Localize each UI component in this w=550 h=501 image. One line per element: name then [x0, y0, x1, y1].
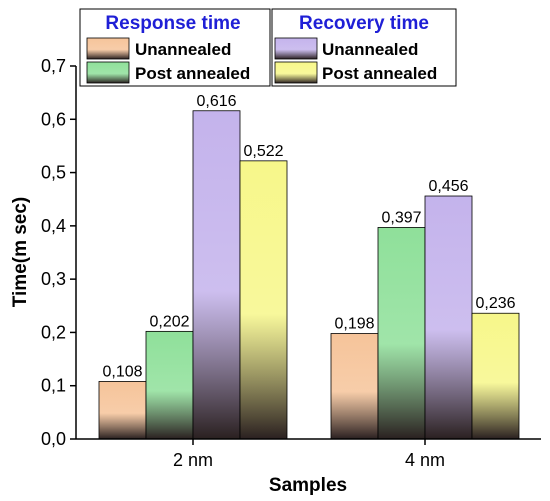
y-tick-label: 0,4: [41, 216, 66, 236]
data-labels: 0,108 0,202 0,616 0,522 0,198 0,397 0,456 0,236: [102, 93, 515, 381]
y-tick-label: 0,3: [41, 269, 66, 289]
y-tick-label: 0,0: [41, 429, 66, 449]
legend-label-unannealed: Unannealed: [135, 40, 231, 59]
axis-frame: [75, 66, 541, 440]
bar-4nm-series-0: [330, 333, 379, 440]
legend-response-time: Response time Unannealed Post annealed: [79, 8, 271, 87]
legend-swatch-unannealed: [274, 37, 318, 60]
legend-swatch-post-annealed: [274, 61, 318, 84]
x-axis-ticks: 2 nm 4 nm: [173, 439, 445, 470]
legend-title: Response time: [105, 13, 240, 34]
legend-label-post-annealed: Post annealed: [322, 64, 437, 83]
y-tick-label: 0,2: [41, 322, 66, 342]
data-label: 0,202: [149, 313, 189, 330]
bar-4nm-series-2: [424, 195, 473, 440]
data-label: 0,198: [334, 315, 374, 332]
bar-2nm-series-1: [145, 330, 194, 440]
legend-swatch-unannealed: [86, 37, 130, 60]
bar-series: [98, 110, 520, 440]
x-tick-label: 2 nm: [173, 450, 213, 470]
bar-4nm-series-3: [471, 312, 520, 440]
data-label: 0,456: [428, 178, 468, 195]
bar-2nm-series-2: [192, 110, 241, 440]
y-axis-title: Time(m sec): [10, 197, 31, 308]
y-tick-label: 0,5: [41, 163, 66, 183]
data-label: 0,397: [381, 209, 421, 226]
x-tick-label: 4 nm: [405, 450, 445, 470]
bar-2nm-series-0: [98, 381, 147, 440]
y-tick-label: 0,7: [41, 56, 66, 76]
legend-swatch-post-annealed: [86, 61, 130, 84]
legend-label-unannealed: Unannealed: [322, 40, 418, 59]
data-label: 0,522: [243, 143, 283, 160]
y-axis-ticks: 0,0 0,1 0,2 0,3 0,4 0,5 0,6 0,7: [41, 56, 76, 449]
data-label: 0,108: [102, 363, 142, 380]
y-tick-label: 0,6: [41, 109, 66, 129]
bar-2nm-series-3: [239, 160, 288, 440]
legend-title: Recovery time: [299, 13, 429, 34]
data-label: 0,616: [196, 93, 236, 110]
y-tick-label: 0,1: [41, 376, 66, 396]
legend-label-post-annealed: Post annealed: [135, 64, 250, 83]
x-axis-title: Samples: [269, 475, 347, 496]
legend-recovery-time: Recovery time Unannealed Post annealed: [271, 8, 457, 87]
data-label: 0,236: [475, 295, 515, 312]
bar-4nm-series-1: [377, 227, 426, 440]
